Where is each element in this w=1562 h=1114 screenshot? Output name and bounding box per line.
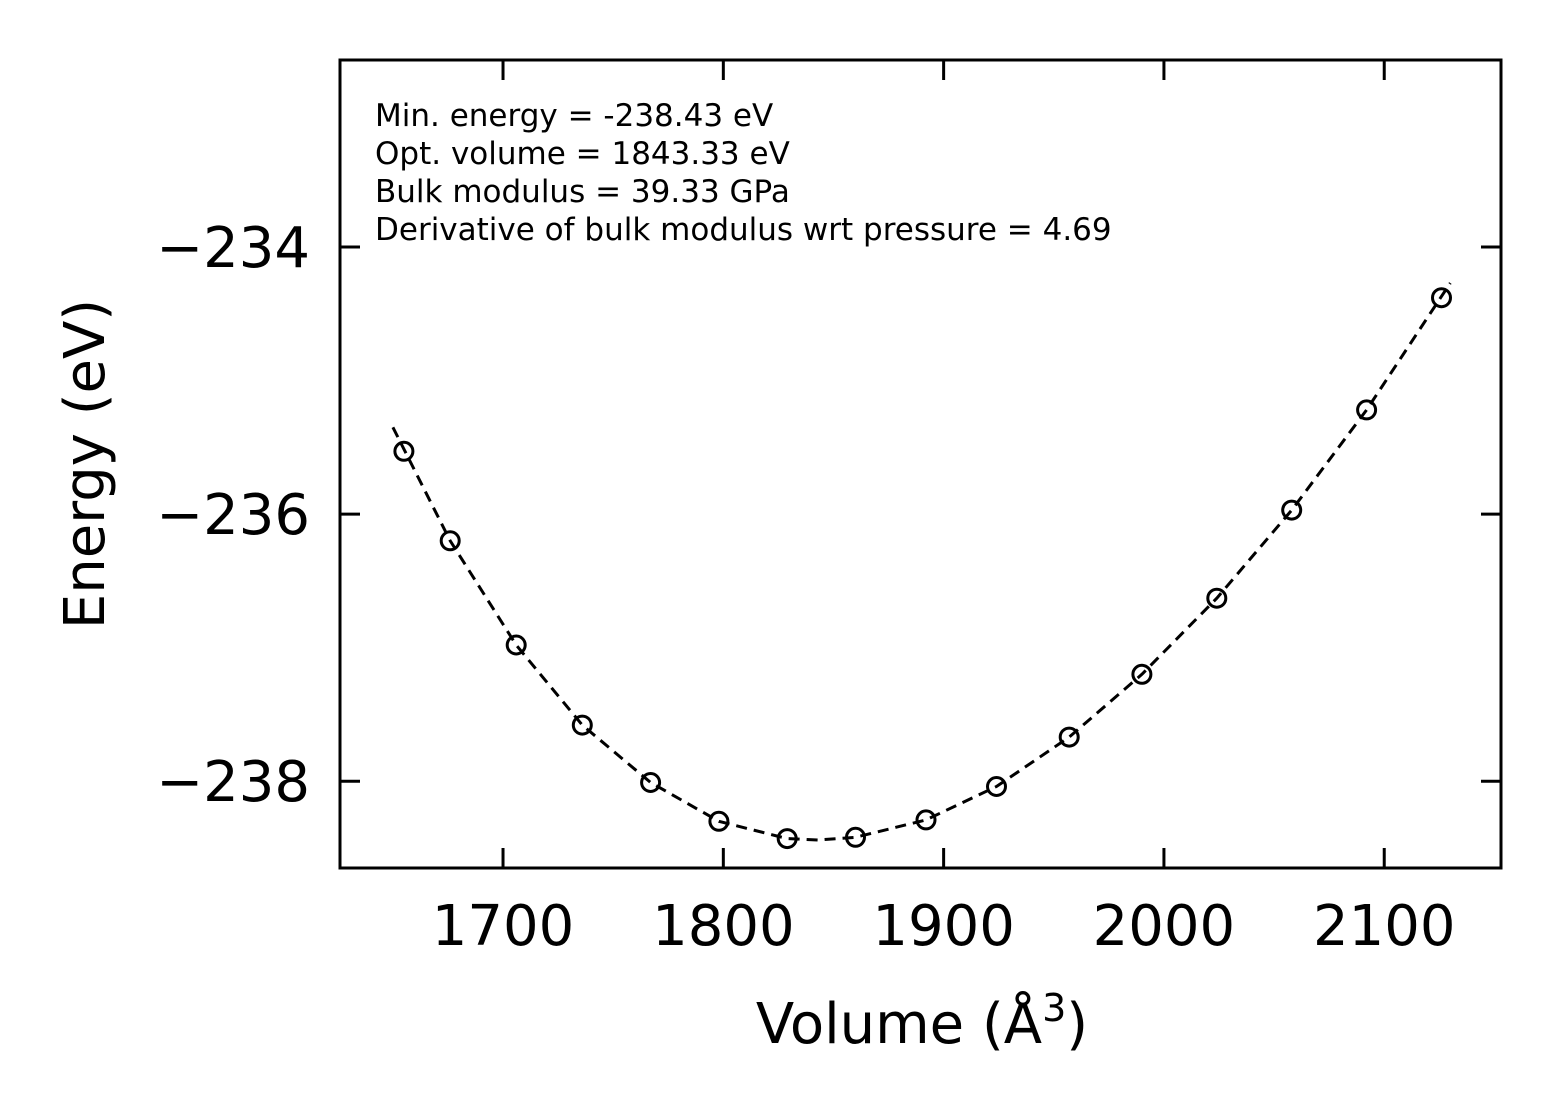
data-point bbox=[505, 634, 527, 656]
data-point bbox=[1356, 399, 1378, 421]
data-point bbox=[845, 826, 866, 848]
x-tick-label: 1700 bbox=[432, 894, 575, 959]
data-point bbox=[1431, 287, 1452, 309]
annotation-bulk-modulus-derivative: Derivative of bulk modulus wrt pressure … bbox=[375, 212, 1112, 248]
fit-curve bbox=[391, 282, 1452, 842]
data-point bbox=[776, 828, 798, 850]
data-point bbox=[439, 530, 461, 552]
data-point bbox=[1131, 663, 1153, 685]
fit-layer bbox=[391, 282, 1452, 842]
points-layer bbox=[393, 287, 1452, 850]
data-point bbox=[393, 440, 415, 462]
x-axis-label-superscript: 3 bbox=[1042, 986, 1066, 1030]
data-point bbox=[1281, 499, 1303, 521]
x-tick-label: 2000 bbox=[1093, 894, 1236, 959]
data-point bbox=[915, 809, 937, 831]
data-point bbox=[640, 772, 662, 793]
x-axis-ticks: 1700 1800 1900 2000 2100 bbox=[432, 60, 1456, 959]
x-tick-label: 2100 bbox=[1313, 894, 1456, 959]
y-tick-label: −238 bbox=[156, 750, 310, 815]
annotation-opt-volume: Opt. volume = 1843.33 eV bbox=[375, 136, 790, 172]
data-point bbox=[986, 776, 1007, 797]
annotation-min-energy: Min. energy = -238.43 eV bbox=[375, 98, 773, 134]
y-axis-label: Energy (eV) bbox=[53, 299, 118, 629]
annotation-bulk-modulus: Bulk modulus = 39.33 GPa bbox=[375, 174, 790, 210]
y-axis-ticks: −238 −236 −234 bbox=[156, 216, 1501, 815]
x-tick-label: 1900 bbox=[872, 894, 1015, 959]
data-point bbox=[571, 714, 593, 736]
x-axis-label: Volume (Å3) bbox=[756, 986, 1088, 1057]
annotation-box: Min. energy = -238.43 eV Opt. volume = 1… bbox=[375, 98, 1112, 248]
data-point bbox=[708, 810, 730, 832]
data-point bbox=[1058, 726, 1080, 748]
y-tick-label: −234 bbox=[156, 216, 310, 281]
x-axis-label-suffix: ) bbox=[1066, 992, 1088, 1057]
y-tick-label: −236 bbox=[156, 483, 310, 548]
data-point bbox=[1206, 587, 1228, 609]
plot-frame bbox=[338, 58, 1503, 870]
x-tick-label: 1800 bbox=[652, 894, 795, 959]
